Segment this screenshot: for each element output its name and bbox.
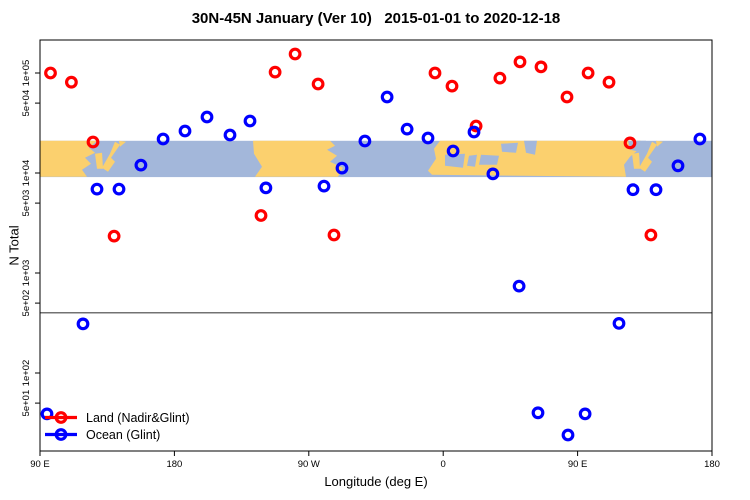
data-point-ocean <box>178 124 192 138</box>
map-land <box>656 140 663 147</box>
data-point-land <box>428 66 442 80</box>
legend-label-ocean: Ocean (Glint) <box>86 427 161 442</box>
map-sea <box>467 154 477 167</box>
data-point-ocean <box>76 317 90 331</box>
data-point-ocean <box>626 183 640 197</box>
y-tick-label: 5e+02 <box>21 290 32 317</box>
x-tick-label: 90 E <box>30 459 50 470</box>
chart-title: 30N-45N January (Ver 10) 2015-01-01 to 2… <box>191 10 561 27</box>
data-point-land <box>107 229 121 243</box>
y-tick-label: 1e+02 <box>21 360 32 387</box>
data-point-land <box>644 228 658 242</box>
data-point-land <box>44 66 57 80</box>
data-point-ocean <box>649 183 663 197</box>
map-sea <box>628 140 646 152</box>
data-point-ocean <box>317 179 331 193</box>
y-tick-label: 1e+03 <box>21 260 32 287</box>
map-land <box>428 140 641 177</box>
data-point-ocean <box>243 114 257 128</box>
map-land <box>639 141 657 172</box>
data-point-ocean <box>486 167 500 181</box>
data-point-ocean <box>223 128 237 142</box>
data-point-ocean <box>561 428 575 442</box>
map-land <box>632 152 640 169</box>
land-series <box>44 47 658 243</box>
legend-label-land: Land (Nadir&Glint) <box>86 410 190 425</box>
map-land <box>40 140 97 177</box>
y-tick-label: 5e+03 <box>21 190 32 217</box>
map-land <box>95 152 103 169</box>
data-point-ocean <box>134 158 148 172</box>
data-point-ocean <box>259 181 273 195</box>
data-point-ocean <box>400 122 414 136</box>
land-series-marker-icon <box>45 411 77 424</box>
data-point-ocean <box>90 182 104 196</box>
data-point-land <box>623 136 637 150</box>
legend-entry-land: Land (Nadir&Glint) <box>44 409 190 426</box>
data-point-land <box>602 75 616 89</box>
data-point-land <box>493 71 507 85</box>
data-point-land <box>581 66 595 80</box>
data-point-ocean <box>380 90 394 104</box>
data-point-ocean <box>612 317 626 330</box>
legend: Land (Nadir&Glint) Ocean (Glint) <box>44 409 190 443</box>
map-land <box>102 141 120 172</box>
data-point-land <box>64 75 78 89</box>
data-point-land <box>513 55 527 69</box>
x-tick-label: 90 W <box>298 459 320 470</box>
data-point-ocean <box>578 407 592 421</box>
data-point-land <box>560 90 574 104</box>
map-sea <box>501 142 518 153</box>
data-point-ocean <box>446 144 460 158</box>
data-point-ocean <box>335 161 349 175</box>
data-point-ocean <box>358 134 372 148</box>
data-point-land <box>445 79 459 93</box>
x-axis-title: Longitude (deg E) <box>324 474 428 489</box>
plot-border <box>39 39 713 452</box>
map-land <box>119 140 126 147</box>
data-point-land <box>268 65 282 79</box>
y-tick-label: 1e+04 <box>21 160 32 187</box>
legend-entry-ocean: Ocean (Glint) <box>44 426 190 443</box>
world-map-band <box>40 140 712 178</box>
data-point-ocean <box>467 125 481 139</box>
data-point-land <box>86 135 100 149</box>
x-tick-label: 180 <box>166 459 182 470</box>
ocean-series <box>40 90 707 442</box>
data-point-land <box>327 228 341 242</box>
data-point-ocean <box>421 131 435 145</box>
data-point-ocean <box>531 406 545 420</box>
data-point-land <box>311 77 325 91</box>
y-tick-label: 1e+05 <box>21 60 32 87</box>
ocean-series-marker-icon <box>45 428 77 441</box>
x-tick-label: 180 <box>704 459 720 470</box>
y-tick-label: 5e+01 <box>21 390 32 417</box>
data-point-ocean <box>156 132 170 146</box>
data-point-ocean <box>512 279 526 293</box>
map-sea <box>479 154 499 165</box>
data-point-land <box>469 119 483 133</box>
data-point-ocean <box>671 159 685 173</box>
data-point-land <box>534 60 548 74</box>
x-tick-label: 90 E <box>568 459 588 470</box>
data-point-ocean <box>200 110 214 124</box>
data-point-ocean <box>693 132 707 146</box>
data-point-ocean <box>112 182 126 196</box>
x-tick-label: 0 <box>441 459 446 470</box>
data-point-land <box>254 209 268 222</box>
data-point-land <box>288 47 302 61</box>
map-land <box>253 140 343 177</box>
map-sea <box>524 140 537 155</box>
map-sea <box>445 153 465 168</box>
y-tick-label: 5e+04 <box>21 90 32 117</box>
